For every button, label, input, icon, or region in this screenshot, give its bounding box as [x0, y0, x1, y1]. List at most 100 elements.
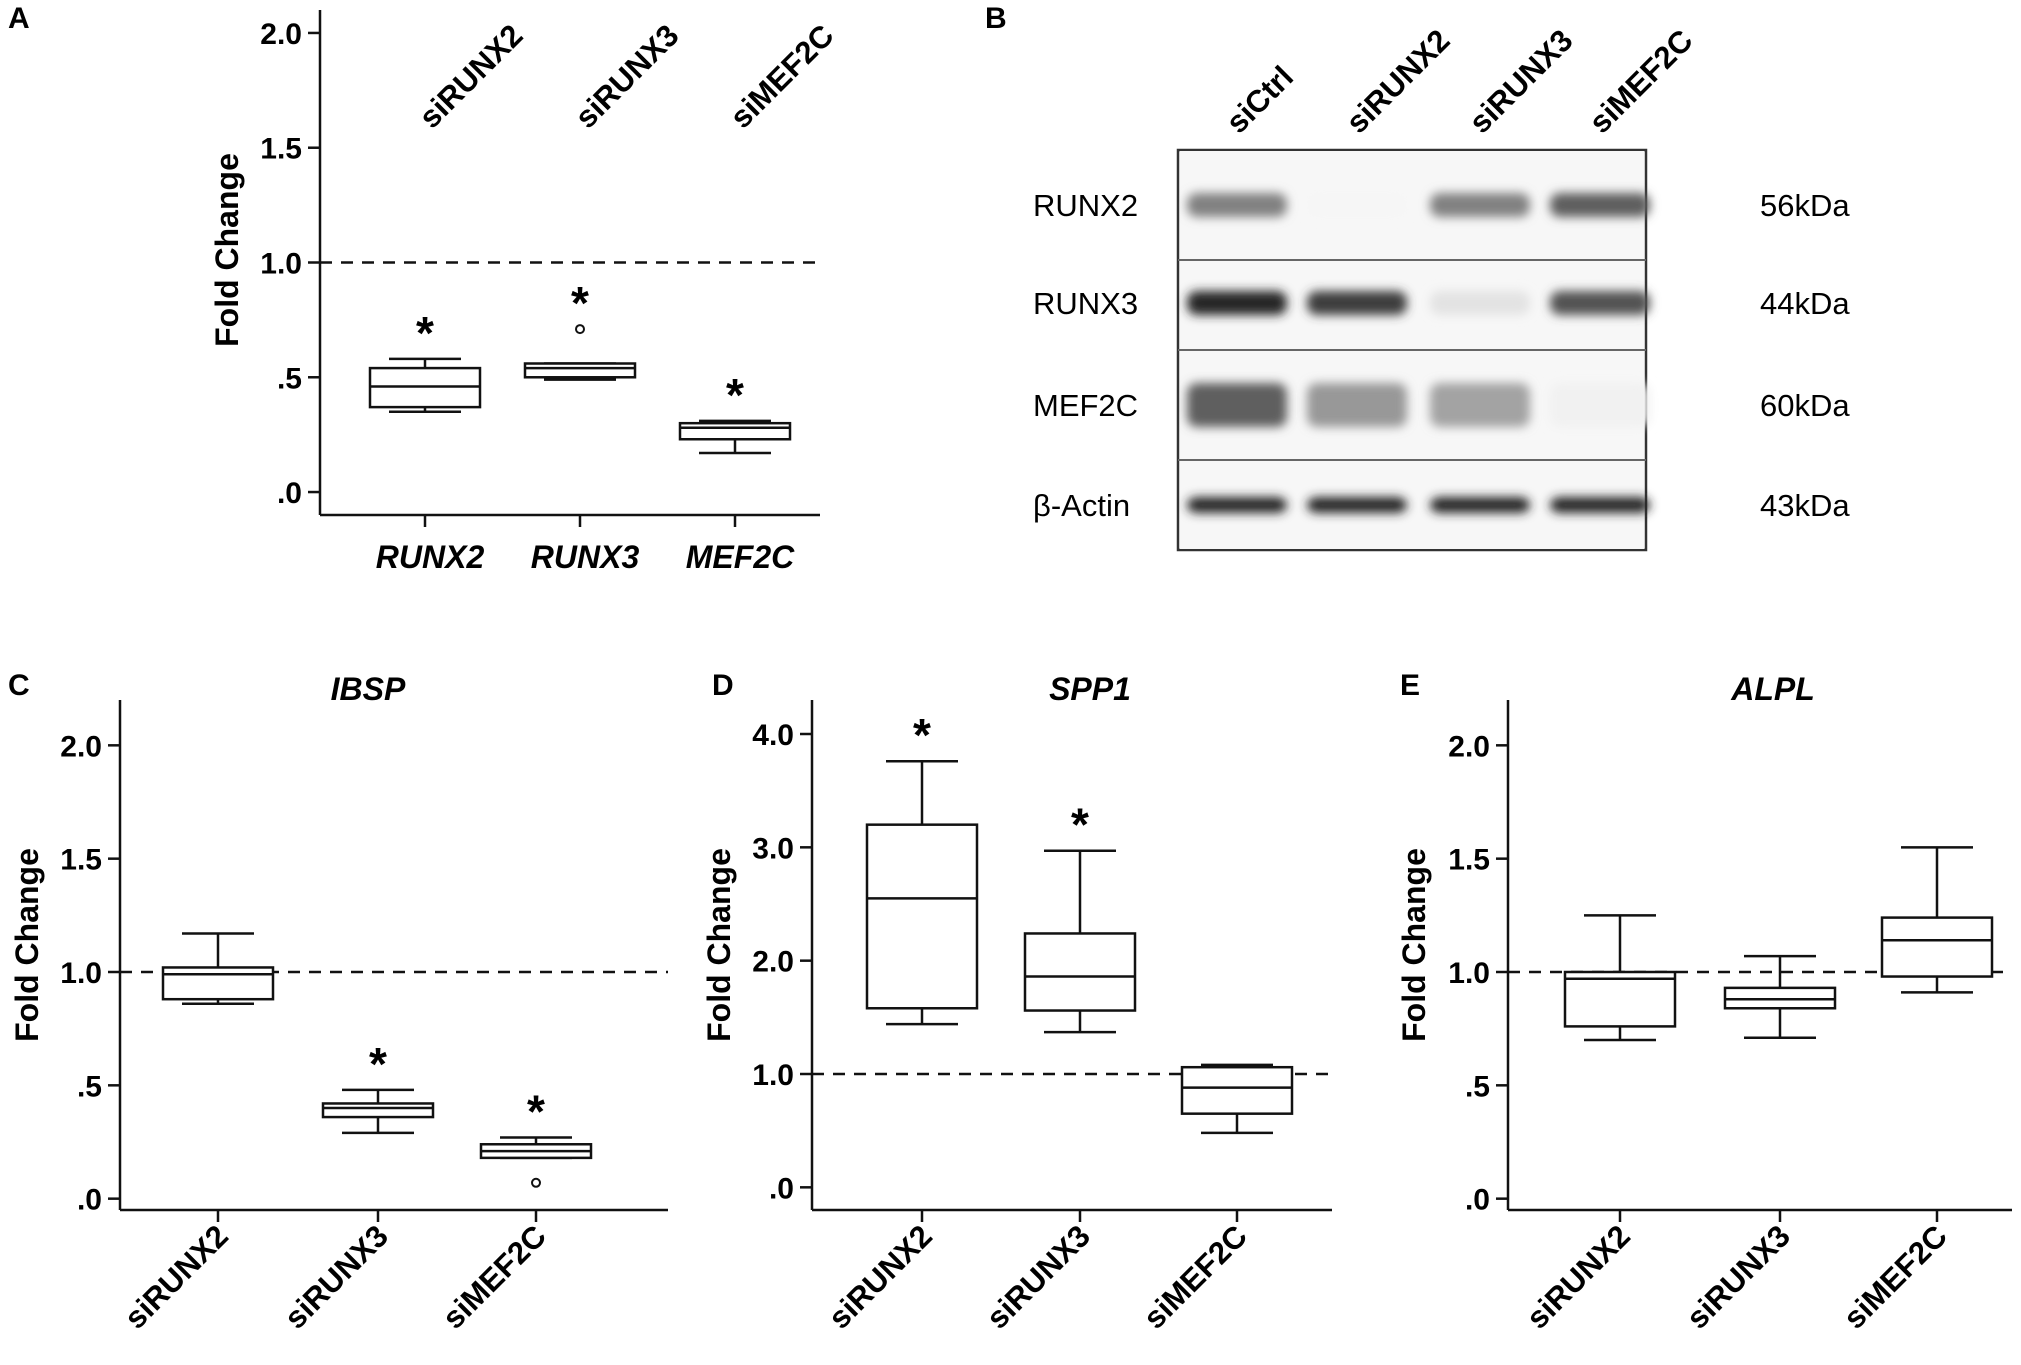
panel-c-category-label: siRUNX2	[118, 1218, 235, 1335]
panel-a-box-3: *	[678, 369, 792, 455]
panel-e-y-tick-label: 2.0	[1448, 730, 1490, 763]
blot-size-label: 44kDa	[1760, 286, 1850, 321]
panel-a-y-tick-label: 2.0	[260, 18, 302, 51]
panel-c-title: IBSP	[331, 671, 406, 707]
panel-c-y-tick-label: 2.0	[60, 730, 102, 763]
panel-a-y-tick-label: 1.0	[260, 248, 302, 281]
panel-a-y-tick-label: 1.5	[260, 133, 302, 166]
chart-panel-d: .0 1.0 2.0 3.0 4.0 Fold Change SPP1 * siRUNX2 * si…	[701, 671, 1332, 1336]
blot-lane-label: siRUNX2	[1339, 23, 1456, 140]
panel-e-y-tick-label: 1.5	[1448, 844, 1490, 877]
protein-band	[1550, 193, 1650, 217]
significance-star: *	[1071, 799, 1089, 851]
significance-star: *	[527, 1085, 545, 1137]
panel-a-y-tick-label: .0	[277, 477, 302, 510]
panel-d-box-3	[1180, 1063, 1294, 1135]
chart-panel-e: .0 .5 1.0 1.5 2.0 Fold Change ALPL siRUNX2 siRUN…	[1396, 671, 2012, 1336]
panel-a-category-label: MEF2C	[686, 539, 795, 575]
blot-size-label: 56kDa	[1760, 188, 1850, 223]
panel-d-category-label: siMEF2C	[1137, 1218, 1254, 1335]
protein-band	[1307, 291, 1407, 315]
panel-a-box-2: *	[523, 277, 637, 381]
blot-protein-label: RUNX3	[1033, 286, 1138, 321]
outlier-point	[575, 324, 585, 335]
panel-d-y-tick-label: 3.0	[752, 832, 794, 865]
blot-protein-label: RUNX2	[1033, 188, 1138, 223]
panel-a-box-1: *	[368, 307, 482, 413]
western-blot-panel: RUNX2 56kDa RUNX3 44kDa MEF2C 60kDa β-Actin 43k…	[1033, 23, 1850, 552]
panel-d-box-2: *	[1023, 799, 1137, 1034]
panel-a-treatment-label: siRUNX2	[412, 18, 529, 135]
panel-letter-c: C	[8, 669, 30, 702]
protein-band	[1307, 193, 1407, 217]
panel-letter-d: D	[712, 669, 734, 702]
panel-c-y-axis-title: Fold Change	[9, 848, 45, 1042]
panel-a-treatment-label: siMEF2C	[723, 18, 840, 135]
protein-band	[1187, 193, 1287, 217]
blot-size-label: 43kDa	[1760, 488, 1850, 523]
box-iqr	[1180, 1065, 1294, 1115]
protein-band	[1430, 497, 1530, 513]
panel-a-treatment-label: siRUNX3	[568, 18, 685, 135]
blot-lane-label: siRUNX3	[1462, 23, 1579, 140]
panel-letter-b: B	[985, 2, 1007, 35]
box-iqr	[161, 966, 275, 1001]
protein-band	[1430, 193, 1530, 217]
significance-star: *	[416, 307, 434, 359]
panel-d-y-tick-label: 2.0	[752, 946, 794, 979]
protein-band	[1550, 383, 1650, 427]
box-iqr	[321, 1102, 435, 1119]
box-iqr	[523, 362, 637, 379]
panel-d-y-tick-label: 1.0	[752, 1059, 794, 1092]
panel-letter-a: A	[8, 2, 30, 35]
panel-d-y-tick-label: 4.0	[752, 719, 794, 752]
panel-c-box-1	[161, 932, 275, 1005]
panel-c-y-tick-label: .5	[77, 1070, 102, 1103]
panel-a-category-label: RUNX3	[531, 539, 640, 575]
protein-band	[1307, 497, 1407, 513]
panel-e-box-3	[1880, 846, 1994, 994]
panel-letter-e: E	[1400, 669, 1420, 702]
panel-d-y-axis-title: Fold Change	[701, 848, 737, 1042]
protein-band	[1430, 291, 1530, 315]
panel-a-y-axis-title: Fold Change	[209, 153, 245, 347]
blot-size-label: 60kDa	[1760, 388, 1850, 423]
panel-c-y-tick-label: .0	[77, 1184, 102, 1217]
box-iqr	[1023, 932, 1137, 1012]
panel-e-box-2	[1723, 954, 1837, 1039]
blot-protein-label: β-Actin	[1033, 488, 1130, 523]
blot-row-3	[1180, 351, 1650, 459]
protein-band	[1550, 291, 1650, 315]
blot-row-4	[1180, 461, 1650, 549]
protein-band	[1307, 383, 1407, 427]
box-iqr	[865, 823, 979, 1010]
panel-e-y-tick-label: .0	[1465, 1184, 1490, 1217]
panel-a-y-tick-label: .5	[277, 362, 302, 395]
protein-band	[1187, 497, 1287, 513]
blot-lane-label: siCtrl	[1219, 59, 1300, 140]
panel-c-y-tick-label: 1.0	[60, 957, 102, 990]
panel-e-y-axis-title: Fold Change	[1396, 848, 1432, 1042]
panel-a-category-label: RUNX2	[376, 539, 485, 575]
panel-d-category-label: siRUNX3	[980, 1218, 1097, 1335]
protein-band	[1430, 383, 1530, 427]
panel-d-box-1: *	[865, 709, 979, 1026]
panel-c-category-label: siMEF2C	[436, 1218, 553, 1335]
significance-star: *	[726, 369, 744, 421]
blot-lane-label: siMEF2C	[1582, 23, 1699, 140]
outlier-point	[531, 1177, 541, 1188]
panel-d-title: SPP1	[1049, 671, 1131, 707]
panel-d-y-tick-label: .0	[769, 1172, 794, 1205]
protein-band	[1187, 291, 1287, 315]
panel-e-y-tick-label: .5	[1465, 1070, 1490, 1103]
panel-c-box-3: *	[479, 1085, 593, 1188]
protein-band	[1187, 383, 1287, 427]
panel-c-y-tick-label: 1.5	[60, 844, 102, 877]
chart-panel-a: .0 .5 1.0 1.5 2.0 Fold Change * RUNX2 * RUNX3 * MEF…	[209, 10, 841, 575]
panel-c-category-label: siRUNX3	[278, 1218, 395, 1335]
protein-band	[1550, 497, 1650, 513]
blot-protein-label: MEF2C	[1033, 388, 1138, 423]
panel-e-y-tick-label: 1.0	[1448, 957, 1490, 990]
box-iqr	[1880, 916, 1994, 978]
